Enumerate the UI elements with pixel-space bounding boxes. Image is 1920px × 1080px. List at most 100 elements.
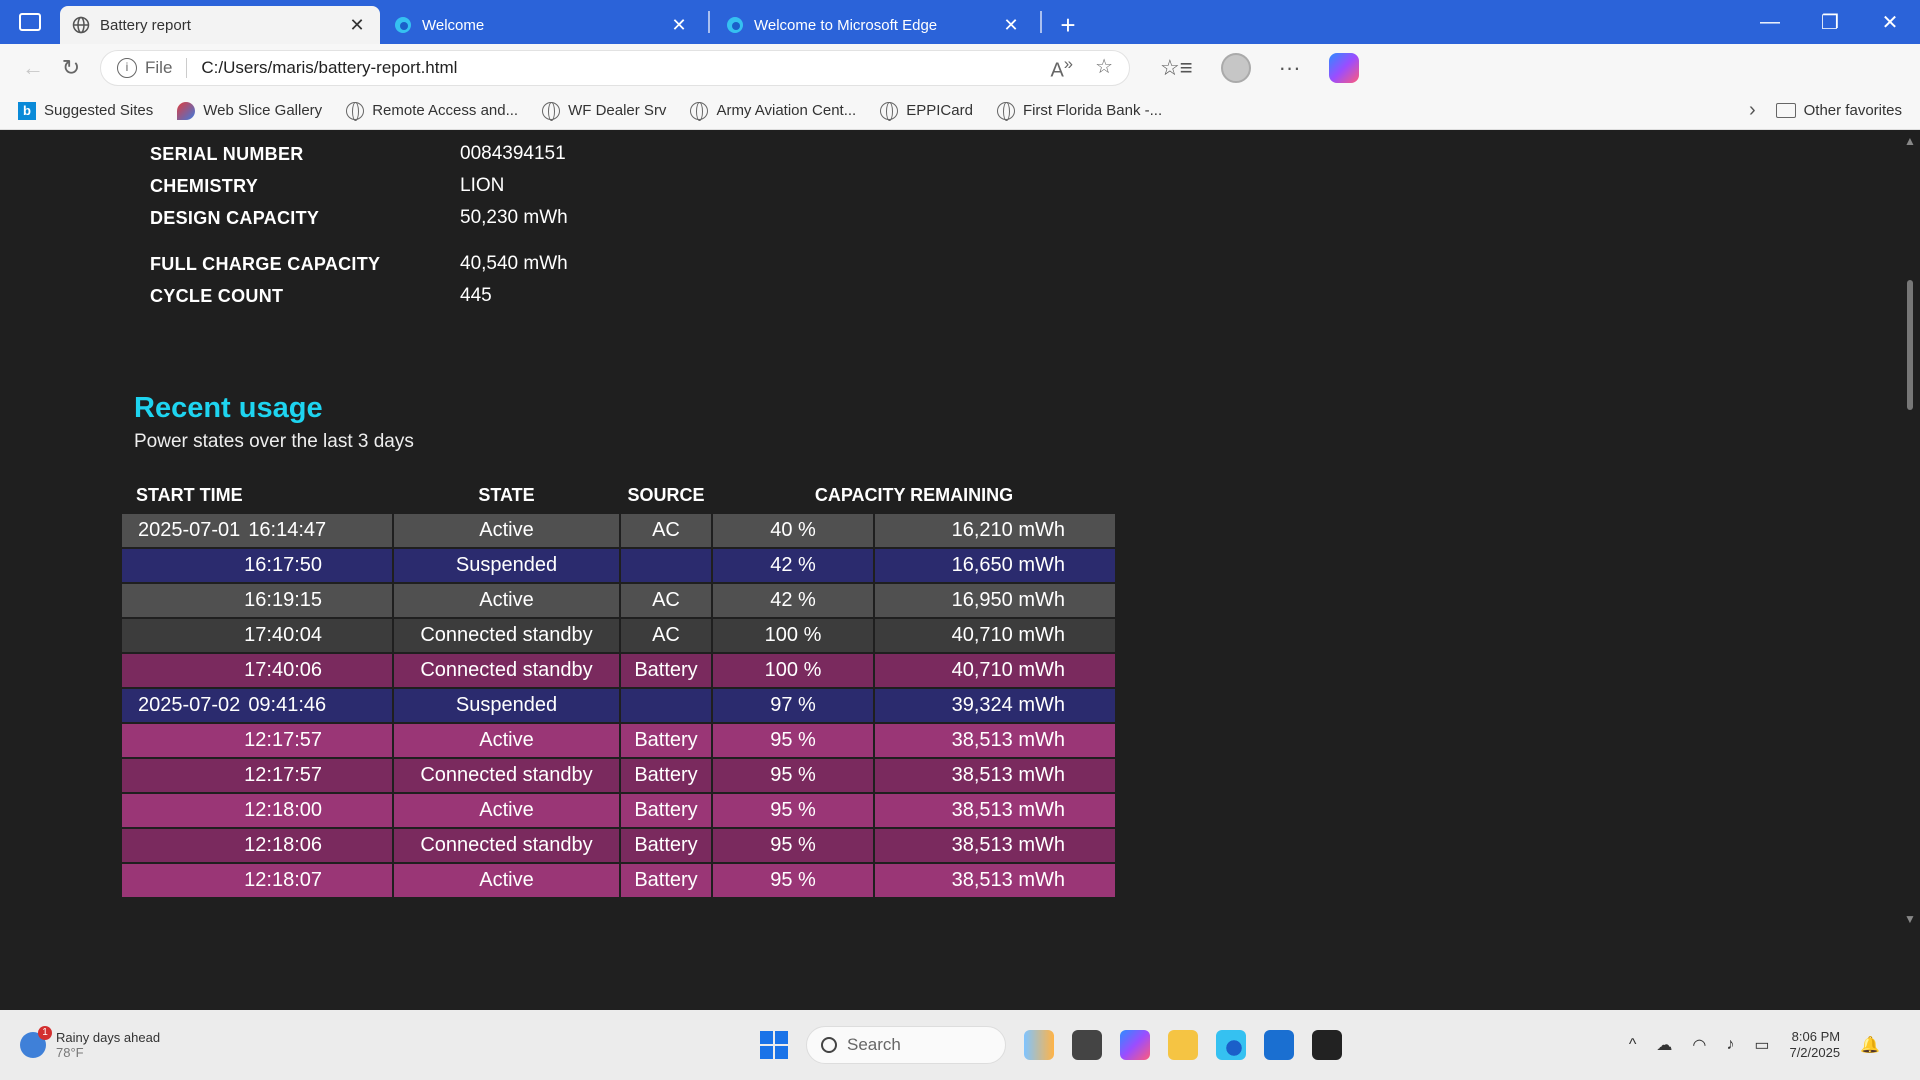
search-icon [821,1037,837,1053]
profile-avatar[interactable] [1220,53,1251,83]
state-cell: Suspended [394,549,619,582]
site-info-icon[interactable]: i [117,58,137,78]
source-cell: Battery [621,864,711,897]
tab-label: Welcome to Microsoft Edge [754,16,938,34]
store-icon[interactable] [1264,1030,1294,1060]
task-view-icon[interactable] [1072,1030,1102,1060]
capacity-mwh-cell: 38,513 mWh [875,864,1115,897]
favorite-web-slice-gallery[interactable]: Web Slice Gallery [177,101,323,120]
title-bar: Battery report ✕ Welcome ✕ Welcome to Mi… [0,0,1920,44]
state-cell: Connected standby [394,829,619,862]
edge-taskbar-icon[interactable] [1216,1030,1246,1060]
weather-icon: 1 [20,1026,52,1058]
start-time: 09:41:46 [248,694,327,716]
chevron-right-icon[interactable]: › [1748,99,1756,121]
favorite-label: Web Slice Gallery [203,102,323,119]
refresh-button[interactable]: ↻ [61,55,81,80]
widgets-icon[interactable] [1024,1030,1054,1060]
start-time: 16:17:50 [244,554,322,576]
windows-start-icon[interactable] [760,1031,788,1059]
favorite-wf-dealer[interactable]: WF Dealer Srv [542,101,666,121]
state-cell: Connected standby [394,619,619,652]
other-favorites[interactable]: Other favorites [1775,102,1902,119]
notifications-icon[interactable]: 🔔 [1860,1037,1880,1054]
source-cell: AC [621,584,711,617]
favorite-remote-access[interactable]: Remote Access and... [346,101,519,121]
tab-separator [1040,11,1042,33]
tab-actions-button[interactable] [0,0,60,44]
vertical-scrollbar[interactable]: ▲ ▼ [1900,130,1920,930]
start-time-cell: 2025-07-02 09:41:46 [122,689,392,722]
tab-label: Welcome [422,16,485,34]
clock[interactable]: 8:06 PM 7/2/2025 [1789,1029,1840,1061]
onedrive-icon[interactable]: ☁ [1656,1037,1673,1054]
start-time-cell: 12:17:57 [122,724,392,757]
favorite-army-aviation[interactable]: Army Aviation Cent... [690,101,856,121]
tab-welcome[interactable]: Welcome ✕ [382,6,702,44]
address-input[interactable]: i File C:/Users/maris/battery-report.htm… [100,50,1130,86]
table-row: 12:18:00 Active Battery 95 % 38,513 mWh [122,794,1115,827]
favorite-label: Suggested Sites [44,102,154,119]
tab-welcome-edge[interactable]: Welcome to Microsoft Edge ✕ [714,6,1034,44]
copilot-icon[interactable] [1328,53,1359,83]
battery-icon[interactable]: ▭ [1754,1037,1770,1054]
capacity-percent-cell: 100 % [713,654,873,687]
close-tab-icon[interactable]: ✕ [349,14,365,35]
scroll-down-icon[interactable]: ▼ [1904,912,1916,926]
info-value: 50,230 mWh [460,207,568,228]
recent-usage-title: Recent usage [134,392,323,424]
file-explorer-icon[interactable] [1168,1030,1198,1060]
start-time-cell: 16:17:50 [122,549,392,582]
capacity-percent-cell: 95 % [713,759,873,792]
globe-icon [690,101,709,121]
globe-icon [542,101,561,121]
globe-icon [346,101,365,121]
column-header: START TIME [136,484,243,505]
window-controls: — ❐ ✕ [1740,0,1920,44]
restore-button[interactable]: ❐ [1821,11,1839,34]
favorite-eppicard[interactable]: EPPICard [880,101,973,121]
more-options-icon[interactable]: ··· [1278,55,1301,80]
close-tab-icon[interactable]: ✕ [671,14,687,35]
weather-widget[interactable]: 1 Rainy days ahead 78°F [20,1026,160,1060]
wifi-icon[interactable]: ◠ [1692,1037,1707,1054]
start-date: 2025-07-02 [138,694,241,716]
capacity-percent-cell: 95 % [713,829,873,862]
close-window-button[interactable]: ✕ [1881,11,1899,34]
start-time-cell: 17:40:06 [122,654,392,687]
minimize-button[interactable]: — [1760,10,1780,33]
folder-icon [1775,103,1796,118]
close-tab-icon[interactable]: ✕ [1003,14,1019,35]
favorite-suggested-sites[interactable]: b Suggested Sites [18,101,154,120]
favorite-label: First Florida Bank -... [1022,102,1163,119]
taskbar-search-input[interactable]: Search [806,1026,1006,1064]
capacity-mwh-cell: 16,210 mWh [875,514,1115,547]
scroll-up-icon[interactable]: ▲ [1904,134,1916,148]
info-key: CHEMISTRY [150,175,259,196]
new-tab-button[interactable]: + [1060,9,1076,40]
table-row: 2025-07-01 16:14:47 Active AC 40 % 16,210 mWh [122,514,1115,547]
read-aloud-icon[interactable]: A» [1050,53,1074,82]
terminal-icon[interactable] [1312,1030,1342,1060]
favorite-star-icon[interactable]: ☆ [1095,55,1113,78]
scrollbar-thumb[interactable] [1907,280,1913,410]
globe-icon [72,16,90,34]
info-value: 445 [460,285,492,306]
favorites-icon[interactable]: ☆≡ [1160,55,1193,80]
battery-info-table: SERIAL NUMBER 0084394151 CHEMISTRY LION DE… [150,138,568,312]
start-date: 2025-07-01 [138,519,241,541]
source-cell: AC [621,619,711,652]
table-row: 16:19:15 Active AC 42 % 16,950 mWh [122,584,1115,617]
copilot-app-icon[interactable] [1120,1030,1150,1060]
other-favorites-label: Other favorites [1803,102,1902,119]
favorite-label: Remote Access and... [372,102,519,119]
favorite-label: EPPICard [906,102,973,119]
volume-icon[interactable]: ♪ [1726,1036,1735,1053]
start-time-cell: 17:40:04 [122,619,392,652]
back-button[interactable]: ← [22,55,44,80]
source-cell: AC [621,514,711,547]
favorite-first-florida-bank[interactable]: First Florida Bank -... [996,101,1163,121]
tab-battery-report[interactable]: Battery report ✕ [60,6,380,44]
state-cell: Active [394,724,619,757]
chevron-up-icon[interactable]: ^ [1628,1036,1637,1053]
